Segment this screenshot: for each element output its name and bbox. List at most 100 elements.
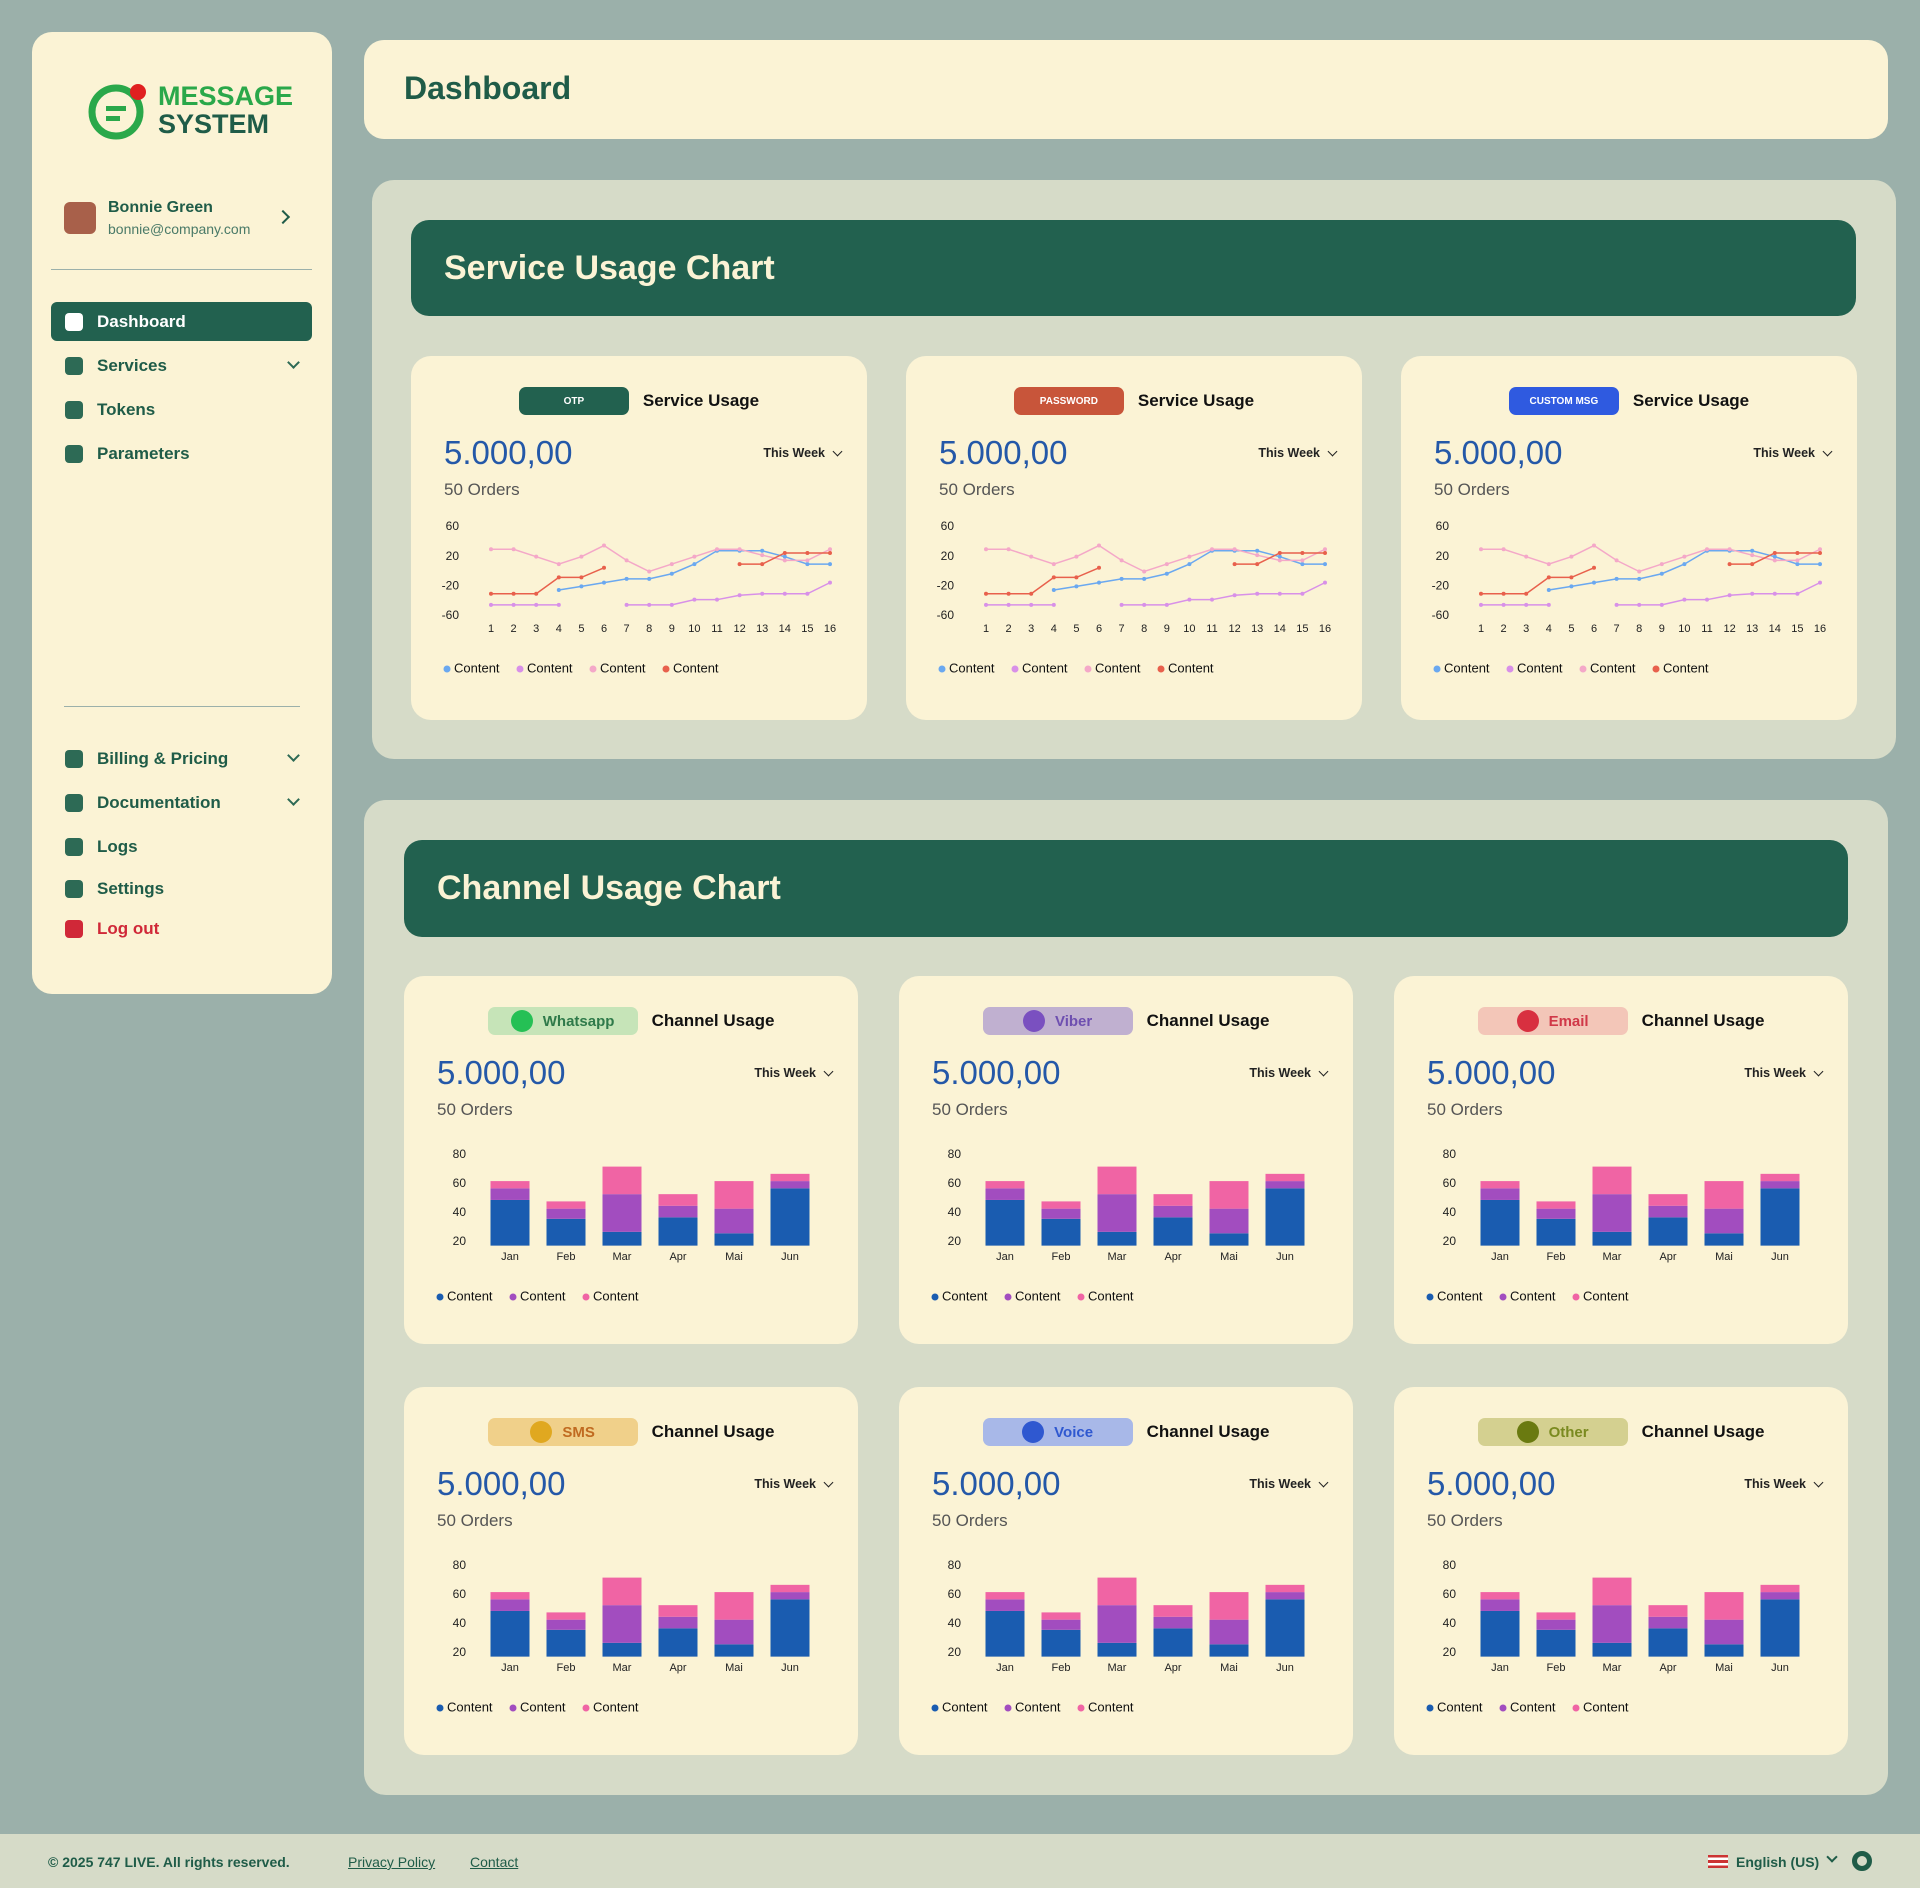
x-tick-label: 1 [1478, 623, 1484, 635]
badge: PASSWORD [1013, 387, 1124, 415]
legend-dot [1579, 665, 1587, 673]
footer-link[interactable]: Privacy Policy [348, 1854, 436, 1870]
badge-icon [1516, 1010, 1539, 1032]
legend-label: Content [1088, 1699, 1134, 1714]
flag [1708, 1855, 1728, 1868]
nav-item[interactable]: Documentation [51, 783, 312, 822]
nav-item[interactable]: Log out [51, 909, 312, 948]
point [1501, 547, 1506, 552]
x-tick-label: 7 [624, 623, 630, 635]
badge: Whatsapp [487, 1007, 638, 1035]
legend-dot [436, 1293, 444, 1301]
nav-item[interactable]: Services [51, 346, 312, 385]
chart: 80 60 40 20 Jan Feb Mar Apr Mai Jun Content Content… [436, 1558, 810, 1714]
point [556, 575, 561, 580]
x-tick-label: 2 [1006, 623, 1012, 635]
point [1479, 547, 1483, 552]
period-select[interactable]: This Week [1744, 1477, 1806, 1491]
point [1006, 602, 1011, 607]
y-tick-label: 20 [948, 1645, 962, 1659]
period-select[interactable]: This Week [1249, 1477, 1311, 1491]
nav-icon [65, 793, 83, 812]
language-chevron[interactable] [1826, 1851, 1838, 1863]
x-tick-label: Jun [1276, 1251, 1294, 1263]
point [1323, 580, 1327, 585]
bar-segment [1704, 1208, 1744, 1234]
x-tick-label: 3 [1523, 623, 1529, 635]
point [984, 591, 988, 596]
point [1051, 575, 1056, 580]
legend-label: Content [527, 660, 573, 675]
period-select[interactable]: This Week [1258, 446, 1320, 460]
chart-card: OTP Service Usage 5.000,00 50 Orders This We… [411, 356, 867, 720]
legend-label: Content [942, 1699, 988, 1714]
point [602, 543, 606, 548]
x-tick-label: Mar [1108, 1662, 1127, 1674]
bar-segment [1648, 1616, 1688, 1629]
y-tick-label: 40 [948, 1205, 962, 1219]
x-tick-label: 4 [1051, 623, 1057, 635]
badge: Other [1477, 1418, 1628, 1446]
period-select[interactable]: This Week [754, 1066, 816, 1080]
chart-card: Viber Channel Usage 5.000,00 50 Orders This … [899, 976, 1353, 1344]
x-tick-label: 10 [688, 623, 700, 635]
nav-item[interactable]: Tokens [51, 390, 312, 429]
logo-text: MESSAGE [158, 81, 294, 111]
x-tick-label: Apr [1164, 1251, 1181, 1263]
bar-segment [1265, 1599, 1305, 1657]
bar-segment [602, 1577, 642, 1606]
badge-label: OTP [563, 395, 585, 407]
y-tick-label: 20 [948, 1234, 962, 1248]
y-tick-label: 80 [1443, 1558, 1457, 1572]
badge-icon [1516, 1421, 1539, 1443]
period-select[interactable]: This Week [1753, 446, 1815, 460]
nav-icon [65, 879, 83, 898]
point [782, 550, 787, 555]
bar-segment [1041, 1208, 1081, 1219]
nav-label: Services [97, 355, 167, 375]
card-title: Service Usage [1632, 391, 1750, 410]
settings-icon[interactable] [1852, 1851, 1872, 1871]
orders: 50 Orders [1434, 480, 1510, 499]
footer-link[interactable]: Contact [470, 1854, 519, 1870]
bar-segment [602, 1194, 642, 1232]
nav-item[interactable]: Settings [51, 869, 312, 908]
card-title: Channel Usage [651, 1422, 775, 1441]
legend-dot [582, 1293, 590, 1301]
card-title: Channel Usage [1146, 1422, 1270, 1441]
point [984, 547, 988, 552]
point [782, 554, 787, 559]
bar-segment [1592, 1166, 1632, 1195]
period-select[interactable]: This Week [754, 1477, 816, 1491]
point [534, 554, 539, 559]
nav-item[interactable]: Billing & Pricing [51, 739, 312, 778]
bar-segment [490, 1181, 530, 1189]
language[interactable]: English (US) [1736, 1854, 1820, 1870]
y-tick-label: 40 [453, 1616, 467, 1630]
bar-segment [1592, 1605, 1632, 1643]
total-value: 5.000,00 [932, 1465, 1061, 1502]
x-tick-label: 16 [824, 623, 836, 635]
period-select[interactable]: This Week [1744, 1066, 1806, 1080]
period-select[interactable]: This Week [1249, 1066, 1311, 1080]
user-chevron[interactable] [275, 209, 291, 225]
badge: Email [1477, 1007, 1628, 1035]
nav-item[interactable]: Parameters [51, 434, 312, 473]
x-tick-label: Feb [1052, 1662, 1071, 1674]
point [1255, 553, 1260, 558]
period-select[interactable]: This Week [763, 446, 825, 460]
y-tick-label: 20 [941, 549, 955, 563]
badge-label: Other [1548, 1423, 1589, 1441]
legend-label: Content [447, 1699, 493, 1714]
nav-item[interactable]: Logs [51, 827, 312, 866]
x-tick-label: Jun [1771, 1662, 1789, 1674]
point [1546, 588, 1551, 593]
point [1546, 575, 1551, 580]
point [1795, 558, 1800, 563]
card-title: Channel Usage [1641, 1011, 1765, 1030]
nav-item[interactable]: Dashboard [51, 302, 312, 341]
x-tick-label: Apr [1164, 1662, 1181, 1674]
x-tick-label: 15 [1296, 623, 1308, 635]
legend-label: Content [1583, 1288, 1629, 1303]
total-value: 5.000,00 [932, 1054, 1061, 1091]
